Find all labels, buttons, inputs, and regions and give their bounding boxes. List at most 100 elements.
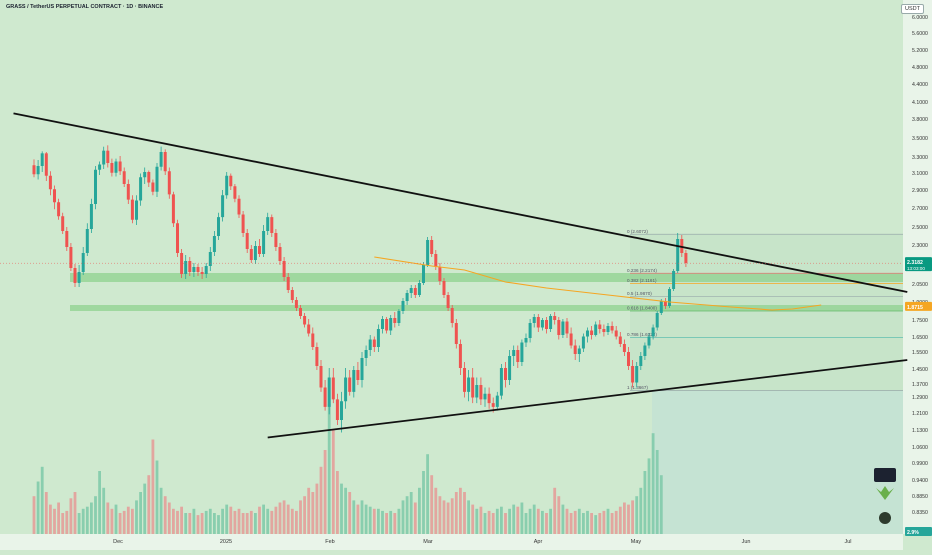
candle-body [364,350,368,358]
price-tick-label: 5.2000 [912,48,928,54]
price-tick-label: 1.6500 [912,335,928,341]
volume-bar [307,487,311,534]
candle-body [549,316,553,329]
volume-bar [73,492,77,534]
volume-bar [262,504,265,534]
volume-bar [569,513,573,534]
volume-bar [352,500,356,534]
volume-bar [282,500,286,534]
support-zone-0 [70,273,903,282]
candle-body [561,321,565,335]
candle-body [130,199,134,220]
candle-body [48,175,52,190]
candle-body [262,231,266,254]
candle-body [200,272,204,274]
candle-body [294,300,298,308]
candle-body [495,395,499,407]
candle-body [393,318,397,323]
volume-bar [122,510,126,534]
volume-bar [393,513,397,534]
volume-bar [545,513,548,534]
volume-bar [450,498,454,534]
volume-bar [397,508,401,534]
candle-body [368,339,372,350]
fib-zone [630,234,903,391]
volume-bar [475,508,479,534]
candle-body [405,293,409,301]
candle-body [651,327,655,337]
candle-body [106,150,110,163]
candle-body [167,171,171,195]
volume-bar [487,510,491,534]
candle-body [376,329,380,347]
candle-body [422,265,425,283]
candle-body [61,216,65,231]
candle-body [98,164,102,170]
candle-body [147,172,151,183]
volume-bar [360,500,364,534]
volume-bar [336,471,339,534]
volume-bar [413,502,417,534]
candle-body [491,403,495,407]
volume-bar [135,500,138,534]
logo-face-icon [879,512,891,524]
volume-bar [151,439,155,534]
volume-bar [237,508,241,534]
candle-body [282,261,286,277]
volume-bar [65,510,69,534]
volume-bar [204,510,208,534]
volume-bar [500,506,503,534]
candle-body [524,338,528,343]
candle-body [483,393,487,400]
candle-body [475,385,479,398]
volume-bar [385,513,388,534]
fib-label: 0.618 (1.8400) [627,306,657,311]
price-tick-label: 1.1300 [912,428,928,434]
ascending-support-line [267,359,908,439]
descending-resistance-line [13,112,908,293]
candle-body [53,189,56,203]
candle-body [340,401,343,420]
candle-body [668,289,671,306]
price-tick-label: 0.9400 [912,478,928,484]
candle-body [315,347,319,366]
volume-bar [348,492,352,534]
candle-body [565,321,569,334]
volume-bar [364,504,368,534]
candle-body [69,247,73,268]
candle-body [163,152,167,172]
candle-body [499,368,503,396]
volume-bar [426,454,429,534]
currency-badge[interactable]: USDT [901,4,924,14]
price-axis-marker-value: 2.3182 [907,260,923,266]
volume-bar [172,508,175,534]
price-tick-label: 0.8350 [912,510,928,516]
price-tick-label: 2.5000 [912,225,928,231]
candle-body [266,217,270,231]
volume-bar [81,508,85,534]
candle-body [229,175,233,187]
volume-bar [270,510,274,534]
candle-body [639,356,643,366]
candle-body [471,377,475,398]
time-axis-label: Dec [113,539,123,545]
volume-bar [254,513,257,534]
volume-bar [241,513,245,534]
volume-bar [401,500,405,534]
candle-body [663,301,667,306]
candle-body [241,214,245,233]
volume-bar [163,496,167,534]
volume-bar [491,513,495,534]
volume-bar [118,513,122,534]
volume-bar [94,496,97,534]
volume-bar [331,429,335,534]
candle-body [372,339,376,347]
candle-body [594,324,598,335]
candle-body [540,320,544,328]
price-tick-label: 6.0000 [912,15,928,21]
candle-body [204,266,208,274]
candle-body [454,323,458,344]
candle-body [417,283,421,295]
volume-bar [147,475,151,534]
